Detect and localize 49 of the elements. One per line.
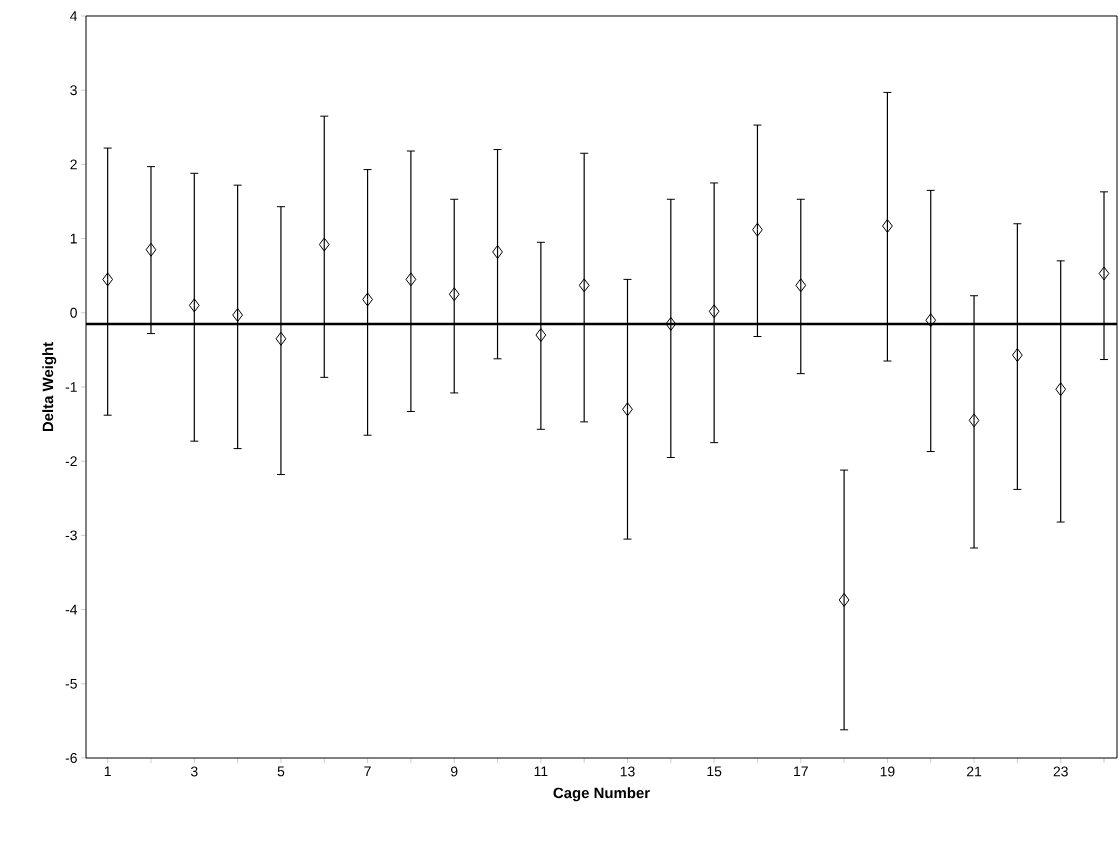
point — [1012, 348, 1023, 363]
x-tick-label: 17 — [794, 766, 808, 777]
point — [795, 278, 807, 293]
point — [968, 413, 980, 428]
point — [362, 292, 373, 307]
point — [1098, 266, 1110, 281]
point — [752, 222, 763, 237]
x-tick-label: 7 — [364, 766, 371, 777]
point — [102, 272, 114, 287]
point — [448, 287, 460, 302]
y-tick-label: 0 — [70, 307, 77, 318]
x-tick-label: 3 — [190, 766, 198, 777]
x-tick-label: 13 — [620, 766, 635, 777]
x-axis-title: Cage Number — [553, 787, 650, 802]
y-tick-label: 1 — [70, 233, 77, 244]
point — [1055, 382, 1067, 397]
x-tick-label: 19 — [880, 766, 895, 777]
point — [275, 331, 287, 346]
point — [492, 244, 503, 259]
y-tick-label: -4 — [65, 604, 78, 615]
y-tick-label: 4 — [70, 11, 78, 21]
point — [145, 242, 157, 257]
point — [708, 304, 720, 319]
y-tick-label: -6 — [65, 753, 77, 763]
x-tick-label: 15 — [707, 766, 722, 777]
y-axis-title: Delta Weight — [42, 342, 57, 432]
x-tick-label: 23 — [1053, 766, 1068, 777]
x-tick-label: 5 — [277, 766, 285, 777]
y-tick-label: -1 — [65, 382, 77, 392]
y-tick-label: -2 — [65, 456, 77, 467]
x-tick-label: 1 — [104, 766, 111, 777]
y-tick-label: -5 — [65, 678, 77, 689]
point — [882, 218, 893, 233]
point — [535, 328, 547, 343]
y-tick-label: 3 — [70, 85, 77, 96]
point — [665, 316, 677, 331]
point — [232, 308, 243, 323]
point — [622, 402, 633, 417]
x-tick-label: 11 — [534, 766, 548, 777]
point — [925, 313, 937, 328]
point — [838, 592, 850, 607]
point — [188, 298, 200, 313]
x-tick-label: 9 — [451, 766, 458, 777]
x-tick-label: 21 — [967, 766, 982, 777]
point — [405, 272, 417, 287]
y-tick-label: -3 — [65, 530, 77, 541]
point — [578, 278, 590, 293]
y-tick-label: 2 — [70, 159, 77, 170]
point — [318, 237, 330, 252]
